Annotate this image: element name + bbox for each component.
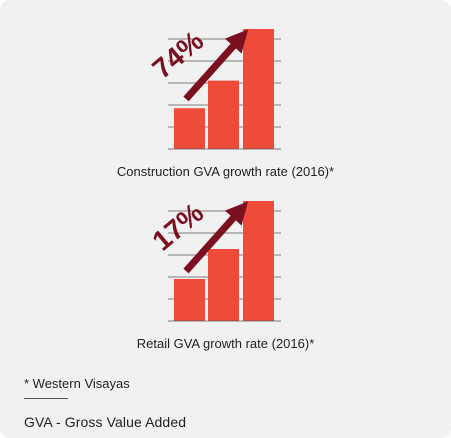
footnote-divider [24,398,68,399]
growth-percent-label: 17% [146,197,209,257]
bar-3 [243,201,274,321]
construction-chart-caption: Construction GVA growth rate (2016)* [116,164,335,179]
growth-percent-label: 74% [146,25,209,85]
retail-growth-chart: 17% [0,172,451,352]
growth-arrow [183,29,249,102]
retail-growth-chart-svg: 17% [146,197,281,322]
region-footnote: * Western Visayas [24,376,130,391]
bar-1 [174,108,205,149]
bar-2 [208,249,239,321]
bar-2 [208,80,239,149]
retail-chart-caption: Retail GVA growth rate (2016)* [136,336,315,351]
bar-1 [174,279,205,321]
construction-growth-chart-svg: 74% [146,25,281,150]
gva-definition-note: GVA - Gross Value Added [24,414,187,430]
growth-arrow [183,201,249,274]
bar-3 [243,29,274,149]
construction-growth-chart: 74% [0,0,451,180]
